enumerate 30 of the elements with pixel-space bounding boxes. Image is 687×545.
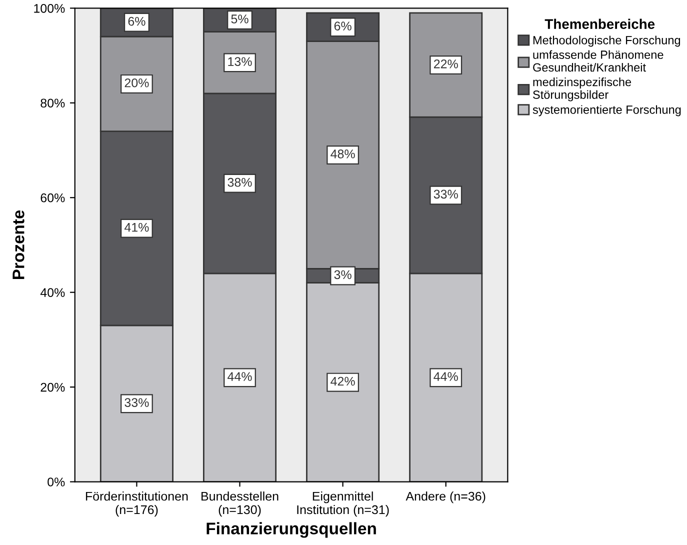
y-tick-label: 40%	[40, 288, 65, 297]
data-label: 13%	[228, 57, 252, 66]
data-label: 22%	[434, 60, 458, 68]
x-tick-label: Förderinstitutionen (n=176)	[86, 492, 188, 517]
legend-title: Themenbereiche	[544, 18, 655, 29]
x-axis-title: Finanzierungsquellen	[206, 522, 376, 538]
data-label: 6%	[334, 22, 352, 30]
data-label: 41%	[124, 222, 149, 232]
y-axis-title: Prozente	[12, 210, 24, 280]
legend-label: systemorientierte Forschung	[532, 105, 681, 116]
data-label: 48%	[330, 149, 355, 158]
x-tick-label: Bundesstellen (n=130)	[202, 492, 278, 517]
x-tick-label: Eigenmittel Institution (n=31)	[297, 492, 389, 517]
data-label: 33%	[124, 398, 149, 407]
data-label: 44%	[434, 372, 458, 381]
y-tick-label: 100%	[34, 4, 65, 13]
data-label: 20%	[124, 78, 149, 88]
legend-label: Methodologische Forschung	[533, 36, 680, 47]
data-label: 3%	[334, 270, 352, 280]
y-tick-label: 0%	[48, 478, 65, 486]
x-tick-label: Andere (n=36)	[406, 492, 486, 504]
data-label: 6%	[128, 16, 146, 26]
data-label: 38%	[228, 178, 252, 187]
y-tick-label: 20%	[40, 382, 65, 392]
data-label: 44%	[228, 372, 252, 381]
data-label: 33%	[434, 190, 458, 199]
y-tick-label: 60%	[40, 193, 65, 202]
data-label: 42%	[330, 376, 355, 386]
y-tick-label: 80%	[40, 98, 65, 108]
data-label: 5%	[231, 14, 248, 24]
